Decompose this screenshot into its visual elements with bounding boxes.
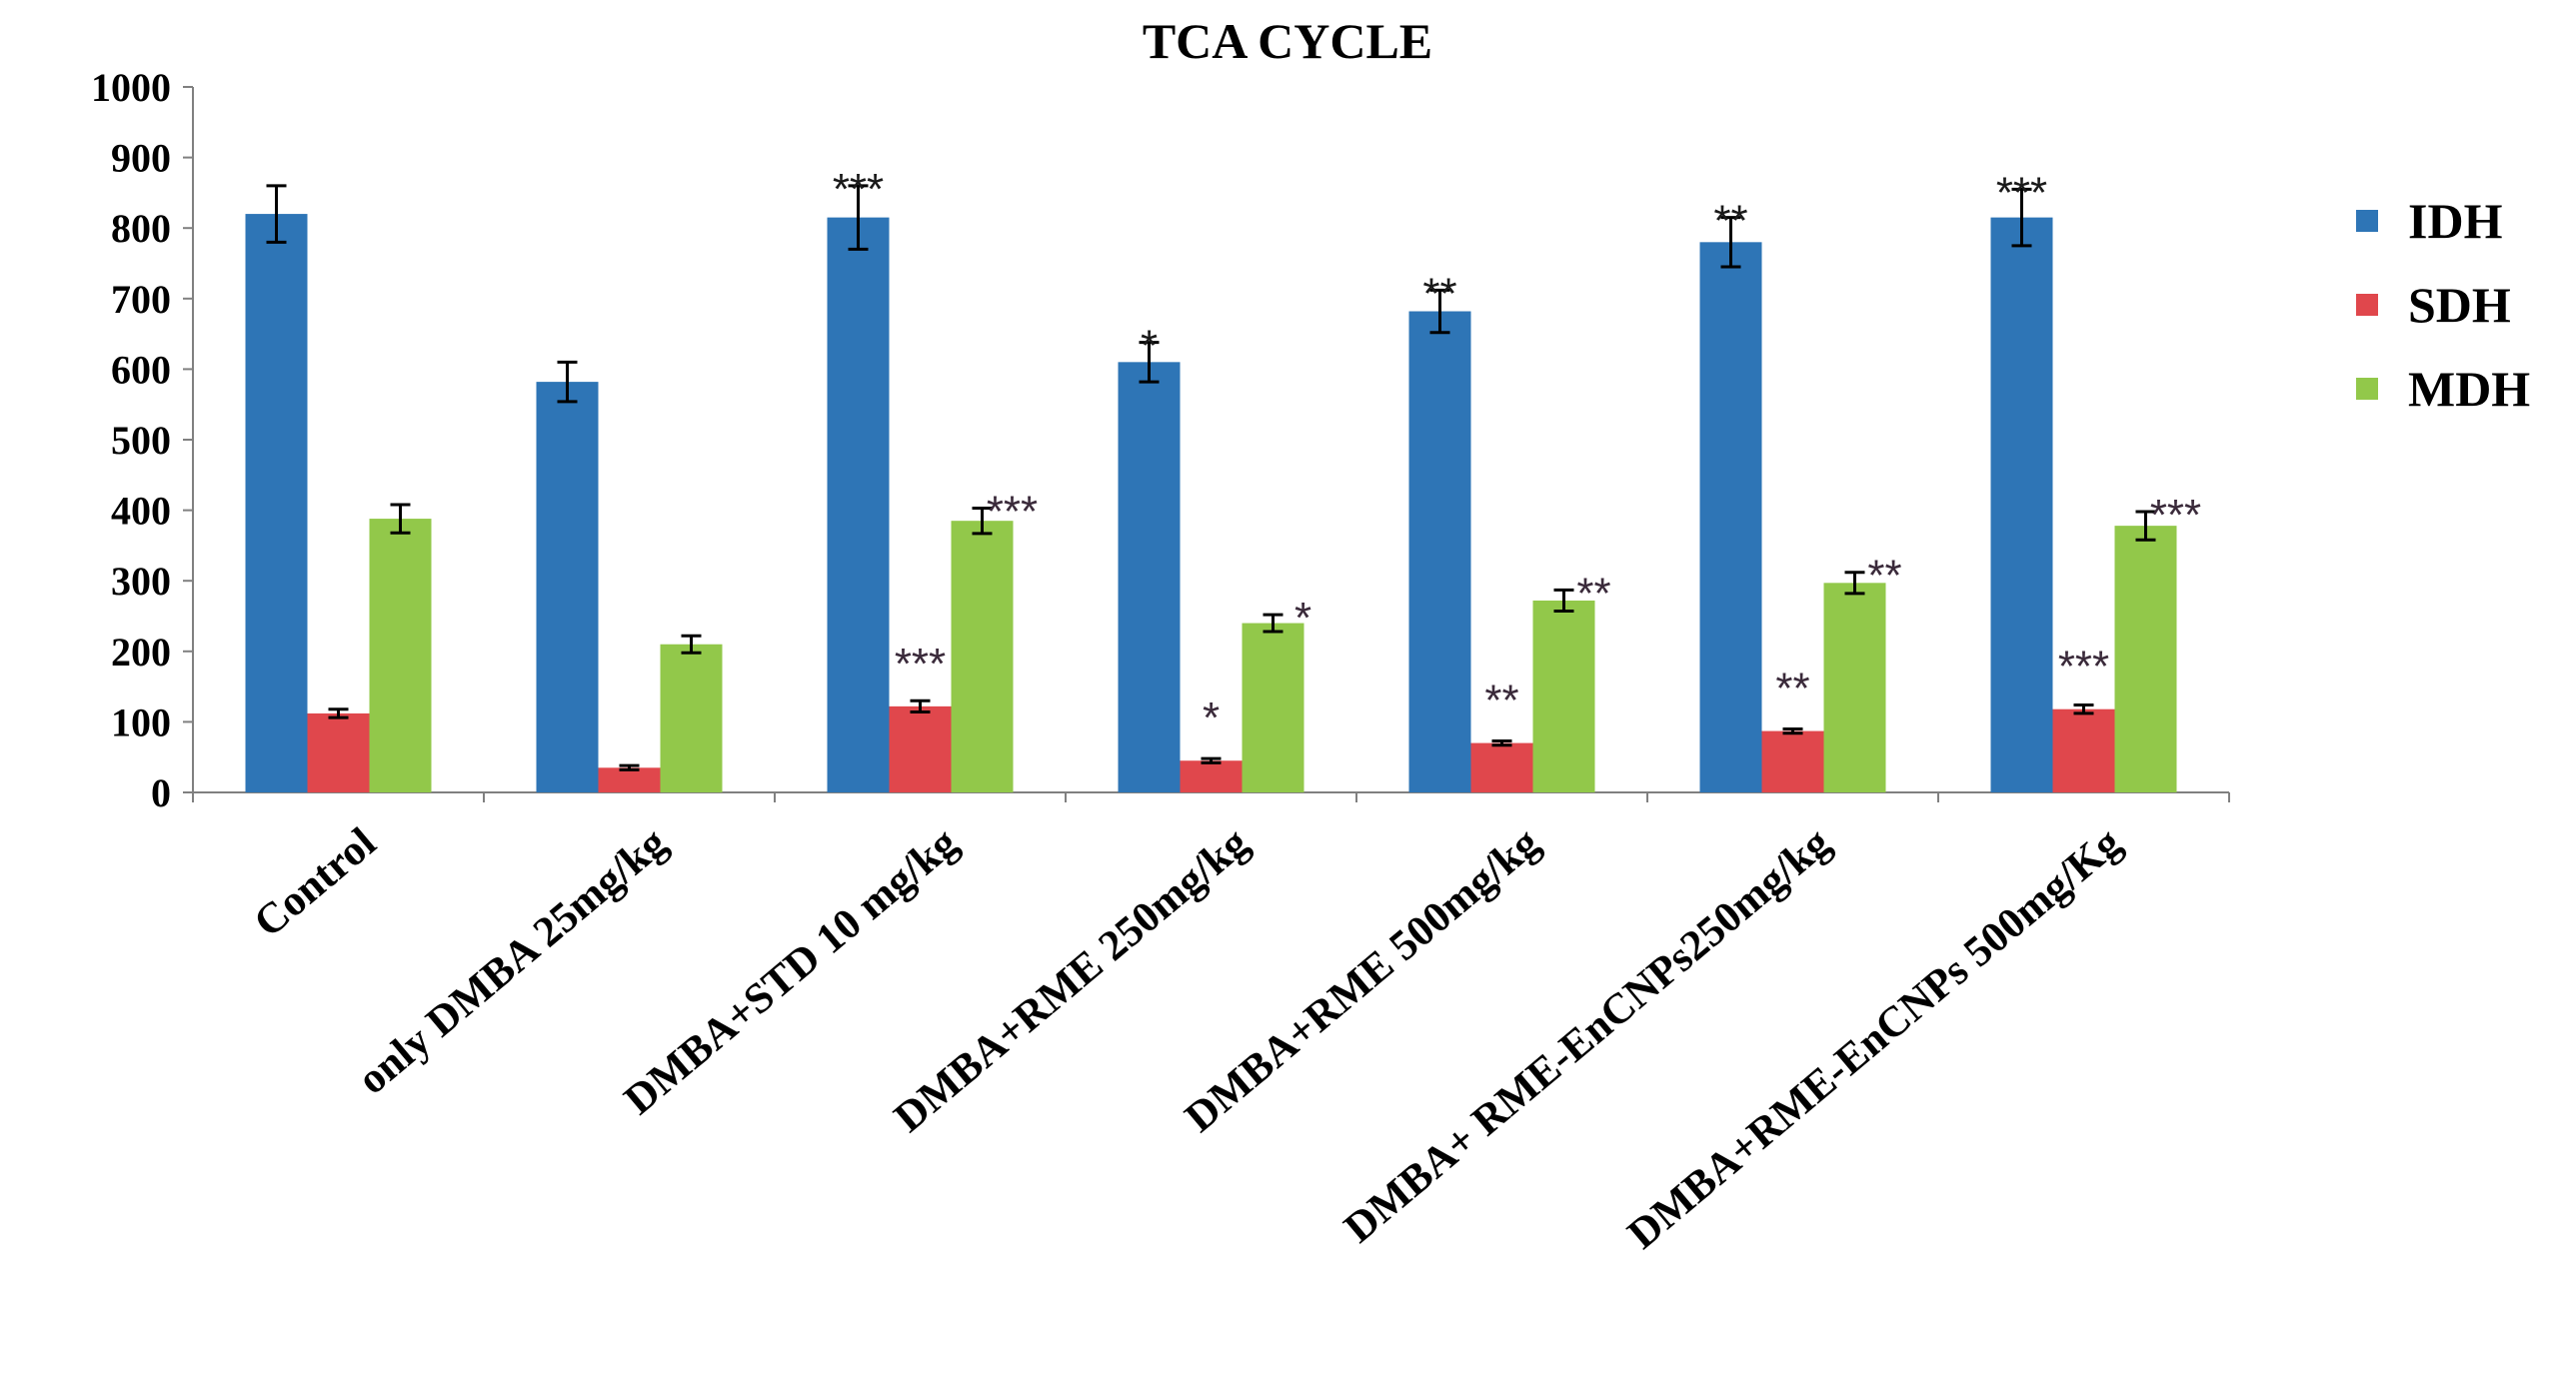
y-tick-label: 400 bbox=[111, 489, 171, 534]
x-tick-label: DMBA+RME-EnCNPs 500mg/Kg bbox=[1619, 818, 2130, 1258]
error-bar bbox=[2011, 187, 2032, 248]
legend-swatch-sdh bbox=[2356, 294, 2378, 316]
x-tick-label: DMBA+ RME-EnCNPs250mg/kg bbox=[1335, 818, 1839, 1252]
error-bar bbox=[1720, 216, 1741, 269]
chart-title: TCA CYCLE bbox=[1143, 13, 1432, 69]
error-bar bbox=[1263, 613, 1284, 634]
significance-label: *** bbox=[1996, 168, 2047, 217]
significance-label: *** bbox=[2058, 643, 2109, 692]
bar-mdh bbox=[1532, 600, 1595, 792]
error-bar bbox=[1139, 341, 1160, 384]
bar-sdh bbox=[598, 767, 661, 792]
bars: *************** ** ** ********* ***** bbox=[245, 165, 2201, 793]
y-tick-label: 200 bbox=[111, 630, 171, 675]
bar-idh bbox=[1118, 362, 1181, 792]
bar-idh bbox=[1699, 242, 1762, 792]
y-tick-label: 300 bbox=[111, 559, 171, 604]
error-bar bbox=[1844, 571, 1865, 596]
legend: IDH SDH MDH bbox=[2356, 193, 2530, 417]
bar-sdh bbox=[307, 712, 370, 792]
legend-swatch-idh bbox=[2356, 210, 2378, 232]
significance-label: ** bbox=[1713, 197, 1747, 246]
error-bar bbox=[1429, 288, 1450, 335]
bar-sdh bbox=[1470, 742, 1533, 792]
error-bar bbox=[1782, 726, 1803, 735]
y-tick-label: 700 bbox=[111, 277, 171, 322]
significance-label: ** bbox=[1775, 665, 1809, 713]
error-bar bbox=[266, 184, 287, 244]
bar-sdh bbox=[2052, 708, 2115, 792]
bar-idh bbox=[1408, 311, 1471, 792]
y-tick-label: 1000 bbox=[91, 65, 171, 110]
x-tick-label: Control bbox=[246, 819, 385, 947]
error-bar bbox=[1201, 756, 1222, 764]
bar-mdh bbox=[951, 521, 1014, 792]
bar-idh bbox=[1990, 217, 2053, 793]
error-bar bbox=[910, 698, 931, 714]
error-bar bbox=[972, 506, 993, 536]
bar-mdh bbox=[1242, 623, 1304, 792]
bar-sdh bbox=[889, 705, 952, 792]
bar-idh bbox=[827, 217, 890, 793]
significance-label: *** bbox=[987, 487, 1038, 536]
legend-swatch-mdh bbox=[2356, 378, 2378, 400]
significance-label: ** bbox=[1576, 569, 1610, 618]
error-bar bbox=[1491, 738, 1512, 747]
error-bar bbox=[2073, 702, 2094, 715]
bar-mdh bbox=[369, 519, 432, 792]
significance-label: * bbox=[1141, 322, 1158, 371]
significance-label: *** bbox=[895, 640, 946, 689]
significance-label: ** bbox=[1422, 269, 1456, 318]
error-bar bbox=[681, 634, 702, 655]
significance-label: * bbox=[1203, 694, 1220, 742]
significance-label: *** bbox=[833, 165, 884, 214]
error-bar bbox=[848, 184, 869, 251]
x-tick-label: DMBA+STD 10 mg/kg bbox=[616, 818, 967, 1123]
bar-sdh bbox=[1761, 730, 1824, 792]
bar-mdh bbox=[2114, 526, 2177, 792]
error-bar bbox=[328, 707, 349, 719]
bar-idh bbox=[536, 382, 599, 792]
significance-label: ** bbox=[1867, 552, 1901, 601]
y-tick-label: 800 bbox=[111, 206, 171, 251]
bar-sdh bbox=[1180, 760, 1243, 792]
legend-label-sdh: SDH bbox=[2408, 277, 2511, 333]
legend-label-idh: IDH bbox=[2408, 193, 2503, 249]
bar-mdh bbox=[1823, 583, 1886, 792]
x-tick-label: only DMBA 25mg/kg bbox=[349, 818, 676, 1103]
y-tick-label: 500 bbox=[111, 418, 171, 463]
error-bar bbox=[619, 763, 640, 771]
significance-label: *** bbox=[2150, 491, 2201, 540]
bar-mdh bbox=[660, 644, 723, 792]
error-bar bbox=[2135, 510, 2156, 542]
error-bar bbox=[390, 503, 411, 535]
y-tick-label: 900 bbox=[111, 136, 171, 181]
error-bar bbox=[1553, 588, 1574, 614]
y-tick-label: 0 bbox=[151, 770, 171, 815]
bar-idh bbox=[245, 214, 308, 792]
significance-label: * bbox=[1294, 594, 1311, 643]
error-bar bbox=[557, 360, 578, 404]
legend-label-mdh: MDH bbox=[2408, 361, 2530, 417]
y-tick-label: 100 bbox=[111, 699, 171, 744]
significance-label: ** bbox=[1484, 677, 1518, 725]
y-tick-label: 600 bbox=[111, 347, 171, 392]
